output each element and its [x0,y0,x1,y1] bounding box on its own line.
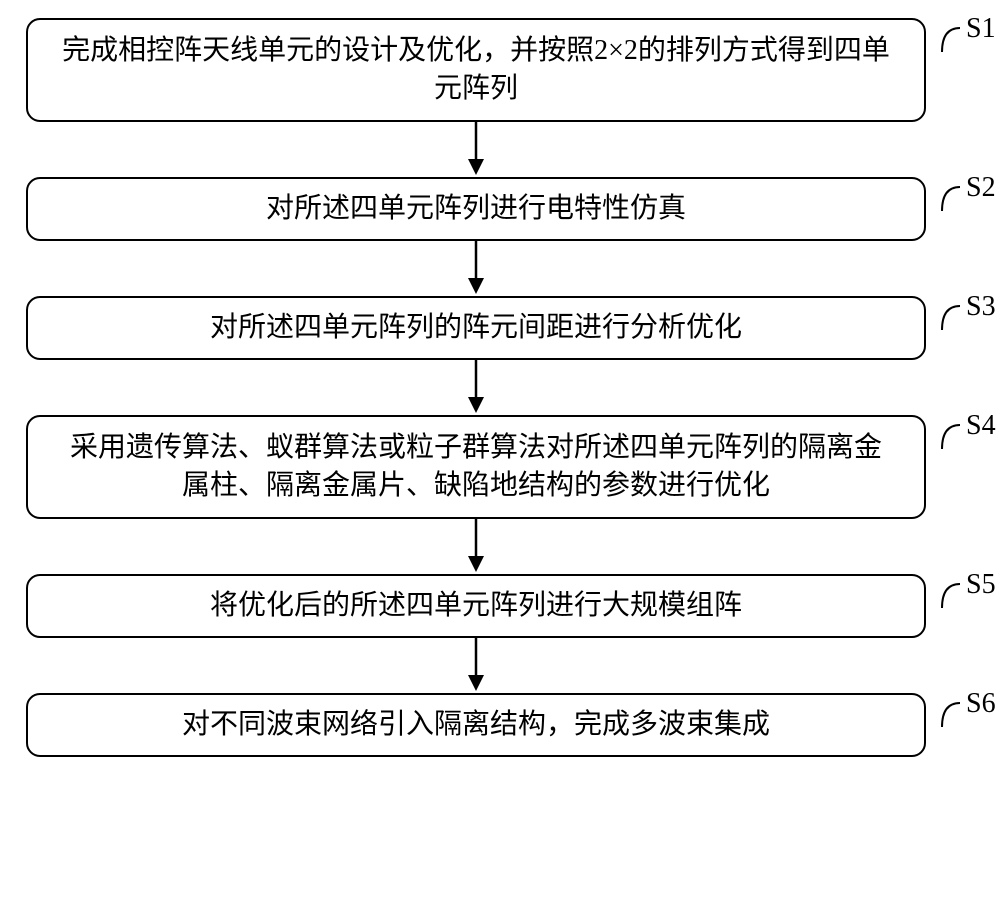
arrow-connector [446,241,506,296]
step-label-leader: S3 [940,290,1000,334]
step-box-s6: 对不同波束网络引入隔离结构，完成多波束集成 [26,693,926,757]
step-label-leader: S1 [940,12,1000,56]
arrow-connector [446,360,506,415]
step-row-s3: 对所述四单元阵列的阵元间距进行分析优化S3 [26,296,974,360]
step-label-s3: S3 [940,290,1000,334]
step-label-text: S6 [966,688,996,719]
connector-wrap [26,122,926,177]
step-label-text: S3 [966,291,996,322]
step-row-s4: 采用遗传算法、蚁群算法或粒子群算法对所述四单元阵列的隔离金属柱、隔离金属片、缺陷… [26,415,974,519]
step-label-text: S2 [966,172,996,203]
step-text: 采用遗传算法、蚁群算法或粒子群算法对所述四单元阵列的隔离金属柱、隔离金属片、缺陷… [58,429,894,505]
arrow-connector [446,519,506,574]
step-box-s5: 将优化后的所述四单元阵列进行大规模组阵 [26,574,926,638]
step-row-s6: 对不同波束网络引入隔离结构，完成多波束集成S6 [26,693,974,757]
step-text: 对所述四单元阵列的阵元间距进行分析优化 [58,309,894,347]
step-label-s4: S4 [940,409,1000,453]
step-row-s2: 对所述四单元阵列进行电特性仿真S2 [26,177,974,241]
step-label-s2: S2 [940,171,1000,215]
connector-wrap [26,638,926,693]
flowchart-container: 完成相控阵天线单元的设计及优化，并按照2×2的排列方式得到四单元阵列S1 对所述四… [26,18,974,757]
step-text: 对所述四单元阵列进行电特性仿真 [58,190,894,228]
step-label-text: S1 [966,13,996,44]
step-box-s1: 完成相控阵天线单元的设计及优化，并按照2×2的排列方式得到四单元阵列 [26,18,926,122]
step-row-s5: 将优化后的所述四单元阵列进行大规模组阵S5 [26,574,974,638]
step-text: 对不同波束网络引入隔离结构，完成多波束集成 [58,706,894,744]
arrow-connector [446,122,506,177]
step-label-leader: S6 [940,687,1000,731]
step-label-leader: S2 [940,171,1000,215]
step-label-text: S4 [966,410,996,441]
step-text: 完成相控阵天线单元的设计及优化，并按照2×2的排列方式得到四单元阵列 [58,32,894,108]
step-text: 将优化后的所述四单元阵列进行大规模组阵 [58,587,894,625]
connector-wrap [26,519,926,574]
connector-wrap [26,241,926,296]
step-label-s1: S1 [940,12,1000,56]
step-label-s5: S5 [940,568,1000,612]
connector-wrap [26,360,926,415]
step-box-s2: 对所述四单元阵列进行电特性仿真 [26,177,926,241]
arrow-connector [446,638,506,693]
step-label-text: S5 [966,569,996,600]
step-label-leader: S5 [940,568,1000,612]
step-label-s6: S6 [940,687,1000,731]
step-box-s4: 采用遗传算法、蚁群算法或粒子群算法对所述四单元阵列的隔离金属柱、隔离金属片、缺陷… [26,415,926,519]
step-row-s1: 完成相控阵天线单元的设计及优化，并按照2×2的排列方式得到四单元阵列S1 [26,18,974,122]
step-box-s3: 对所述四单元阵列的阵元间距进行分析优化 [26,296,926,360]
step-label-leader: S4 [940,409,1000,453]
